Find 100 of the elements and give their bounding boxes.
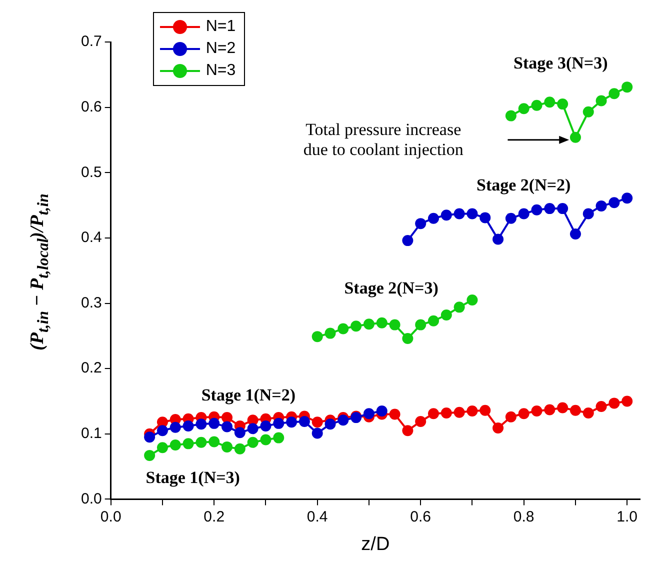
point <box>582 106 594 118</box>
point <box>544 203 556 214</box>
point <box>557 98 568 110</box>
point <box>454 302 465 313</box>
point <box>505 411 516 422</box>
point <box>505 212 516 224</box>
point <box>622 192 633 204</box>
point <box>156 442 168 454</box>
point <box>582 208 594 220</box>
point <box>182 420 194 432</box>
point <box>531 204 542 216</box>
x-tick-label: 0.8 <box>513 508 534 526</box>
point <box>415 218 426 230</box>
y-tick-label: 0.7 <box>80 33 102 50</box>
point <box>156 425 168 436</box>
point <box>518 103 530 114</box>
point <box>247 436 258 448</box>
point <box>596 200 607 212</box>
point <box>402 425 414 436</box>
y-tick-label: 0.5 <box>80 164 102 181</box>
point <box>428 408 440 420</box>
point <box>324 328 336 339</box>
point <box>466 406 478 417</box>
point <box>234 427 246 438</box>
point <box>324 418 336 430</box>
point <box>608 197 620 208</box>
point <box>480 212 491 224</box>
point <box>518 408 530 420</box>
point <box>182 438 194 450</box>
point <box>402 333 414 344</box>
point <box>350 320 362 332</box>
point <box>222 441 233 452</box>
point <box>492 234 504 245</box>
point <box>196 436 207 448</box>
x-tick-label: 0.0 <box>100 508 122 526</box>
point <box>389 319 400 330</box>
point <box>466 208 478 220</box>
point <box>234 443 246 454</box>
point <box>466 294 478 306</box>
annotation: Stage 3(N=3) <box>514 53 608 72</box>
x-tick-label: 0.2 <box>204 508 225 526</box>
point <box>260 420 272 432</box>
point <box>144 432 156 443</box>
legend-label: N=1 <box>206 18 236 36</box>
point <box>518 208 530 220</box>
x-axis-title: z/D <box>361 534 390 555</box>
point <box>596 400 607 412</box>
x-tick-label: 0.4 <box>306 508 328 526</box>
point <box>338 414 349 426</box>
y-tick-label: 0.6 <box>80 98 102 116</box>
point <box>363 318 374 330</box>
point <box>363 408 374 420</box>
point <box>557 402 568 414</box>
point <box>582 407 594 418</box>
point <box>247 423 258 434</box>
point <box>273 418 284 429</box>
point <box>144 450 156 461</box>
point <box>622 396 633 407</box>
point <box>312 428 323 439</box>
point <box>389 408 400 420</box>
point <box>440 210 452 221</box>
point <box>505 110 516 122</box>
point <box>570 404 581 416</box>
point <box>208 436 220 448</box>
point <box>557 203 568 214</box>
point <box>544 404 556 416</box>
point <box>415 319 426 330</box>
point <box>170 439 181 450</box>
point <box>492 422 504 434</box>
point <box>544 96 556 108</box>
point <box>222 412 233 424</box>
point <box>596 95 607 106</box>
legend-label: N=3 <box>206 62 236 80</box>
annotation: Total pressure increase due to coolant injection <box>303 120 464 159</box>
annotation: Stage 2(N=2) <box>476 175 571 194</box>
point <box>402 235 414 246</box>
point <box>286 416 298 428</box>
point <box>428 212 440 224</box>
y-tick-label: 0.4 <box>80 229 102 246</box>
y-tick-label: 0.2 <box>80 360 102 377</box>
point <box>376 317 388 328</box>
point <box>428 315 440 326</box>
point <box>338 323 349 334</box>
point <box>298 416 310 427</box>
point <box>222 421 233 432</box>
point <box>608 88 620 100</box>
point <box>608 398 620 409</box>
point <box>480 404 491 416</box>
annotation: Stage 1(N=3) <box>146 468 240 488</box>
point <box>531 100 542 111</box>
point <box>531 406 542 417</box>
point <box>196 418 207 430</box>
point <box>376 406 388 417</box>
point <box>454 406 465 418</box>
y-tick-label: 0.1 <box>80 425 102 442</box>
point <box>454 208 465 220</box>
point <box>622 82 633 93</box>
point <box>312 416 323 428</box>
legend-label: N=2 <box>206 40 236 58</box>
annotation: Stage 1(N=2) <box>201 386 296 405</box>
